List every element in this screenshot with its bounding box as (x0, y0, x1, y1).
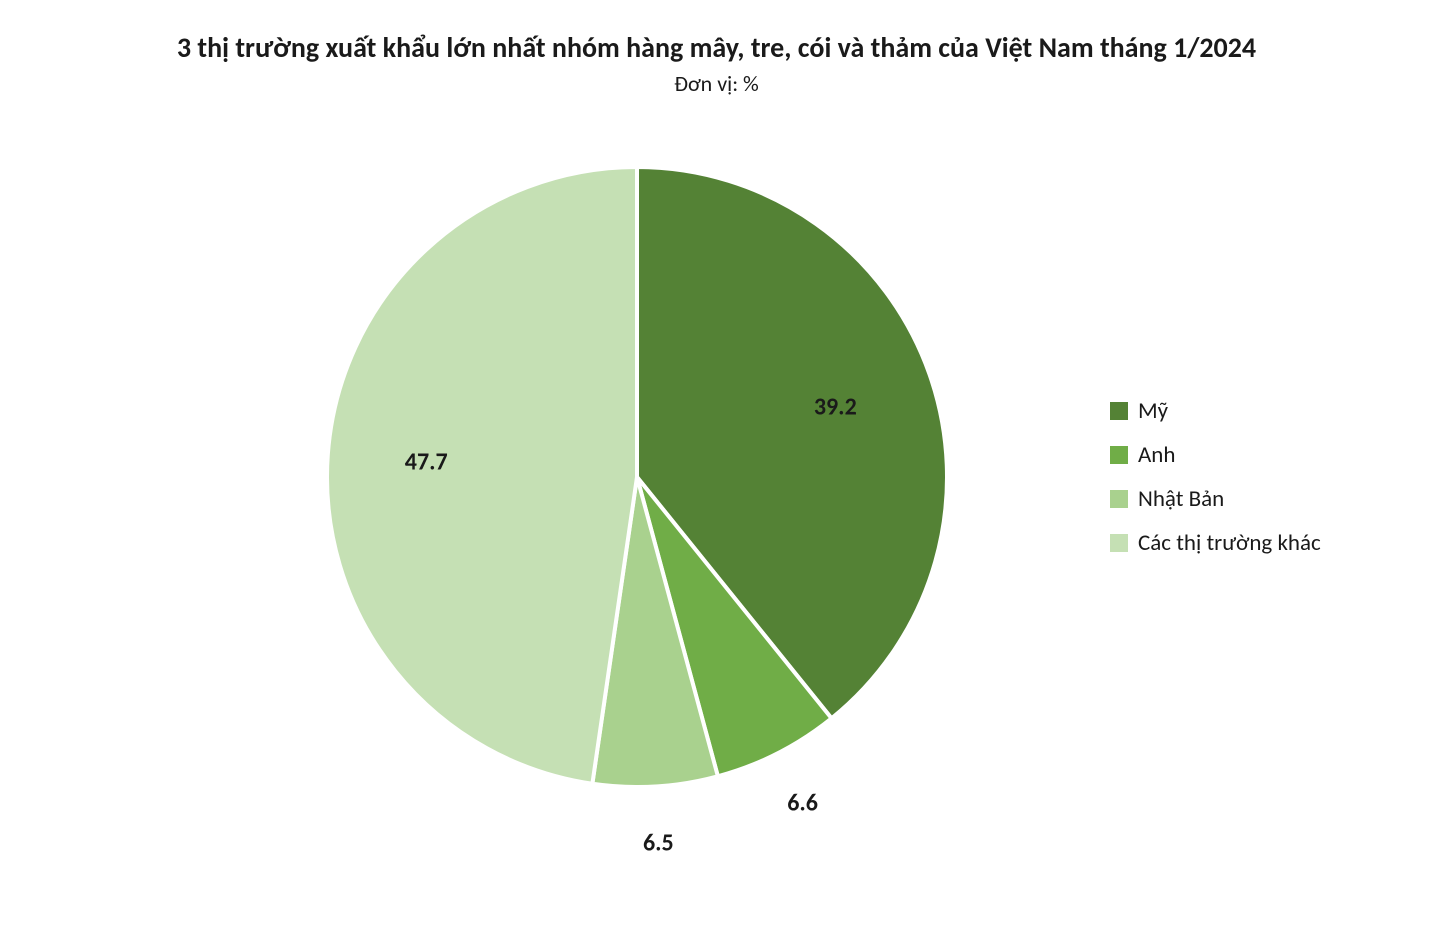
legend-swatch (1110, 402, 1128, 420)
legend-item: Anh (1110, 441, 1321, 469)
chart-subtitle: Đơn vị: % (20, 70, 1413, 97)
data-label: 6.6 (787, 789, 818, 818)
legend-label: Nhật Bản (1138, 485, 1224, 513)
legend: Mỹ Anh Nhật Bản Các thị trường khác (1110, 381, 1321, 573)
pie-chart: 39.26.66.547.7 (327, 167, 947, 787)
legend-item: Mỹ (1110, 397, 1321, 425)
legend-swatch (1110, 534, 1128, 552)
legend-item: Các thị trường khác (1110, 529, 1321, 557)
legend-swatch (1110, 446, 1128, 464)
data-label: 39.2 (814, 393, 857, 422)
pie-svg (327, 167, 947, 787)
pie-slice (327, 167, 637, 784)
legend-swatch (1110, 490, 1128, 508)
legend-label: Anh (1138, 441, 1175, 469)
legend-label: Mỹ (1138, 397, 1168, 425)
legend-item: Nhật Bản (1110, 485, 1321, 513)
legend-label: Các thị trường khác (1138, 529, 1321, 557)
title-block: 3 thị trường xuất khẩu lớn nhất nhóm hàn… (20, 30, 1413, 97)
chart-container: 3 thị trường xuất khẩu lớn nhất nhóm hàn… (0, 0, 1433, 931)
chart-body: 39.26.66.547.7 Mỹ Anh Nhật Bản Các thị trườ… (20, 107, 1413, 847)
chart-title: 3 thị trường xuất khẩu lớn nhất nhóm hàn… (20, 30, 1413, 66)
data-label: 6.5 (643, 828, 674, 857)
data-label: 47.7 (405, 448, 448, 477)
